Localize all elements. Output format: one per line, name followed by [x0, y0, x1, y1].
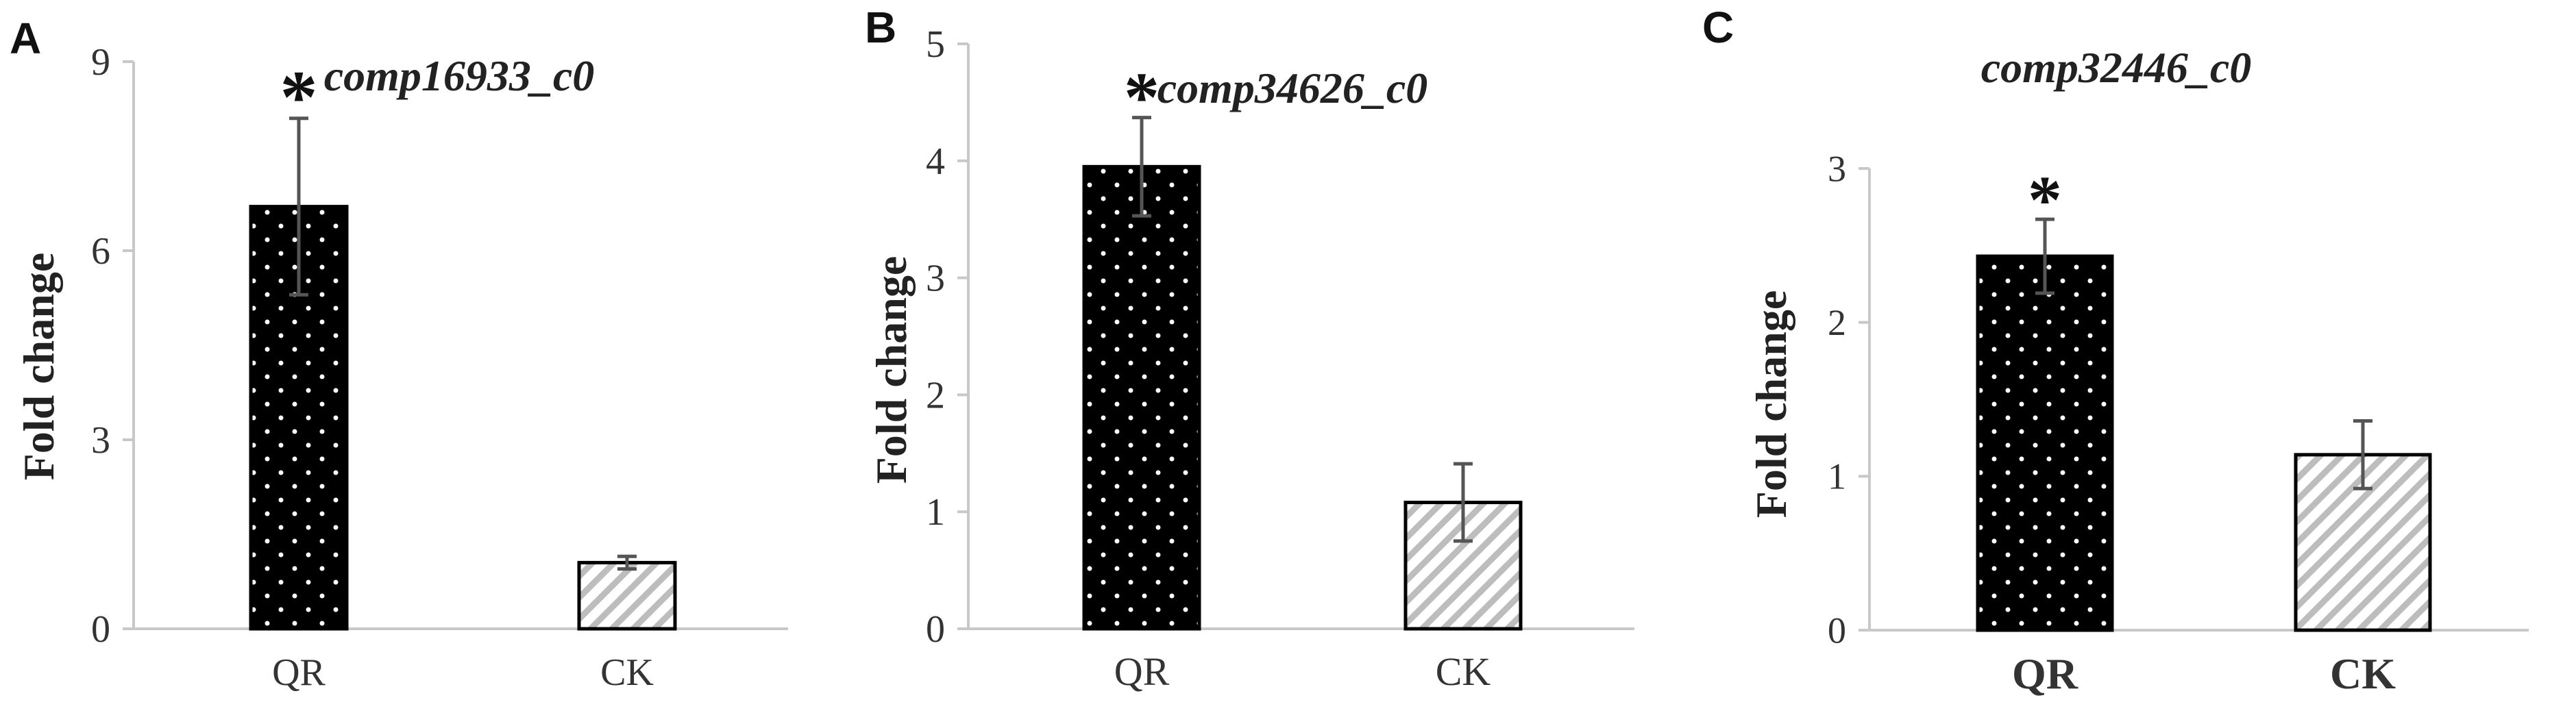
panel-letter-b: B — [865, 3, 896, 52]
category-label: QR — [272, 651, 326, 694]
significance-star: * — [280, 55, 318, 138]
category-label: CK — [2330, 649, 2396, 698]
plot-area: 0 3 6 9 * QR CK — [91, 41, 788, 694]
y-axis-label: Fold change — [1747, 290, 1795, 518]
category-label: QR — [2012, 649, 2078, 698]
y-tick-label: 3 — [1828, 148, 1846, 189]
y-tick-label: 4 — [926, 140, 945, 183]
panel-a: A comp16933_c0 Fold change 0 3 6 9 * QR CK — [10, 14, 788, 694]
panel-c: C comp32446_c0 Fold change 0 1 2 3 * QR CK — [1702, 3, 2529, 698]
y-tick-label: 1 — [926, 491, 945, 534]
plot-area: 0 1 2 3 4 5 * QR CK — [926, 23, 1634, 694]
y-axis-label: Fold change — [14, 253, 63, 480]
y-tick-label: 9 — [91, 41, 110, 84]
y-tick-label: 0 — [91, 608, 110, 651]
panel-letter-a: A — [10, 14, 41, 63]
y-tick-label: 0 — [1828, 610, 1846, 651]
y-tick-label: 3 — [91, 419, 110, 462]
category-label: CK — [600, 651, 654, 694]
y-tick-label: 5 — [926, 23, 945, 66]
chart-title: comp34626_c0 — [1157, 64, 1428, 112]
y-tick-label: 1 — [1828, 456, 1846, 497]
category-label: CK — [1436, 649, 1491, 694]
category-label: QR — [1114, 649, 1170, 694]
chart-title: comp16933_c0 — [324, 51, 595, 100]
bar-ck — [577, 560, 677, 631]
y-tick-label: 0 — [926, 608, 945, 651]
y-axis-label: Fold change — [867, 256, 916, 484]
y-tick-label: 2 — [926, 374, 945, 416]
y-tick-label: 3 — [926, 258, 945, 300]
significance-star: * — [2028, 162, 2062, 238]
significance-star: * — [1124, 58, 1160, 137]
panel-b: B comp34626_c0 Fold change 0 1 2 3 4 5 * QR CK — [865, 3, 1634, 694]
y-tick-label: 2 — [1828, 302, 1846, 343]
y-tick-label: 6 — [91, 230, 110, 273]
bar-qr — [1976, 254, 2114, 632]
bar-qr — [1082, 164, 1201, 631]
panel-letter-c: C — [1702, 3, 1734, 52]
plot-area: 0 1 2 3 * QR CK — [1828, 148, 2529, 698]
chart-title: comp32446_c0 — [1981, 43, 2252, 92]
